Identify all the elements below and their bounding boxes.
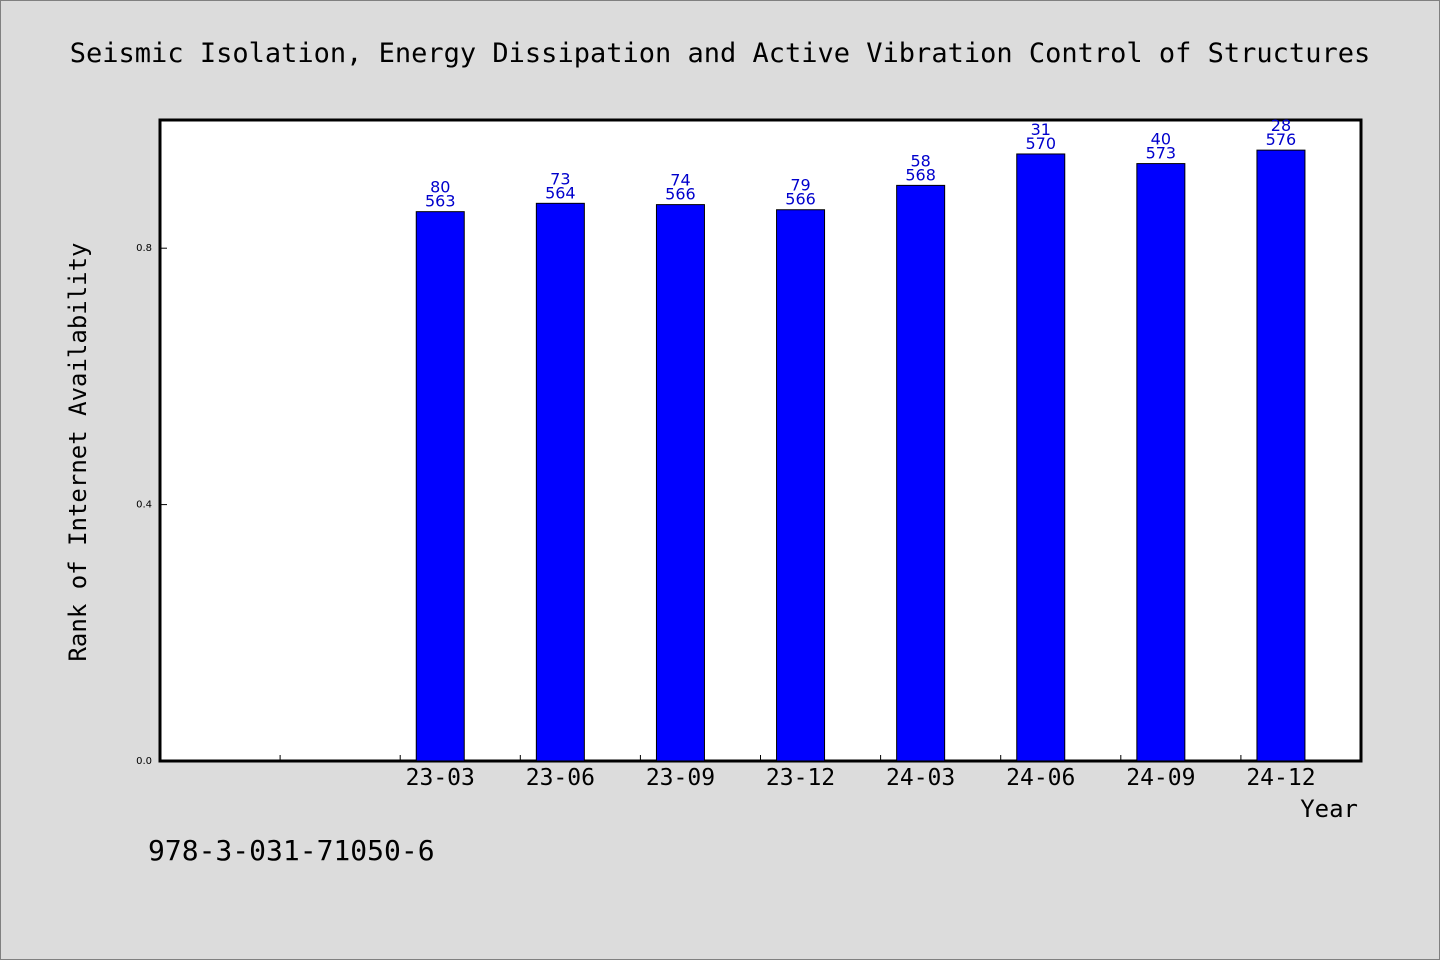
x-axis-ticks: 23-03 23-06 23-09 23-12 24-03 24-06 24-09 24-12 — [279, 755, 1316, 791]
bar-24-12 — [1256, 149, 1306, 762]
bar-24-03 — [896, 184, 946, 762]
x-tick-label: 24-12 — [1246, 765, 1315, 791]
bar-label-bottom: 566 — [785, 190, 816, 209]
x-tick-label: 24-06 — [1006, 765, 1075, 791]
x-tick-label: 24-03 — [886, 765, 955, 791]
y-tick-label: 0.8 — [136, 243, 152, 254]
y-axis-label: Rank of Internet Availability — [64, 242, 92, 661]
bar-label-bottom: 566 — [665, 185, 696, 204]
bar-label-top: 79 — [790, 176, 810, 195]
x-tick-label: 23-03 — [406, 765, 475, 791]
chart-title: Seismic Isolation, Energy Dissipation an… — [70, 38, 1370, 69]
x-tick-label: 23-09 — [646, 765, 715, 791]
bar-24-06 — [1016, 153, 1066, 762]
bar-label-bottom: 564 — [545, 183, 576, 202]
bar-label-top: 58 — [910, 151, 930, 170]
x-axis-label: Year — [1300, 795, 1358, 823]
bar-23-09 — [655, 204, 705, 762]
bar-label-bottom: 576 — [1266, 130, 1297, 149]
bar-label-top: 28 — [1271, 116, 1291, 135]
bar-label-top: 80 — [430, 178, 450, 197]
bar-label-bottom: 568 — [905, 165, 936, 184]
bar-label-top: 31 — [1031, 120, 1051, 139]
y-tick-label: 0.0 — [136, 756, 152, 767]
x-tick-label: 23-12 — [766, 765, 835, 791]
bar-label-bottom: 563 — [425, 192, 456, 211]
bar-23-06 — [535, 202, 585, 762]
bar-23-03 — [415, 211, 465, 762]
x-tick-label: 24-09 — [1126, 765, 1195, 791]
bar-label-top: 74 — [670, 171, 690, 190]
bar-label-bottom: 573 — [1146, 144, 1177, 163]
y-tick-label: 0.4 — [136, 500, 152, 511]
bar-label-top: 40 — [1151, 130, 1171, 149]
isbn-label: 978-3-031-71050-6 — [148, 834, 435, 867]
bar-label-bottom: 570 — [1025, 134, 1056, 153]
y-axis-ticks: 0.0 0.4 0.8 — [136, 243, 167, 767]
bar-label-top: 73 — [550, 169, 570, 188]
bar-24-09 — [1136, 163, 1186, 762]
bar-23-12 — [776, 209, 826, 762]
x-tick-label: 23-06 — [526, 765, 595, 791]
